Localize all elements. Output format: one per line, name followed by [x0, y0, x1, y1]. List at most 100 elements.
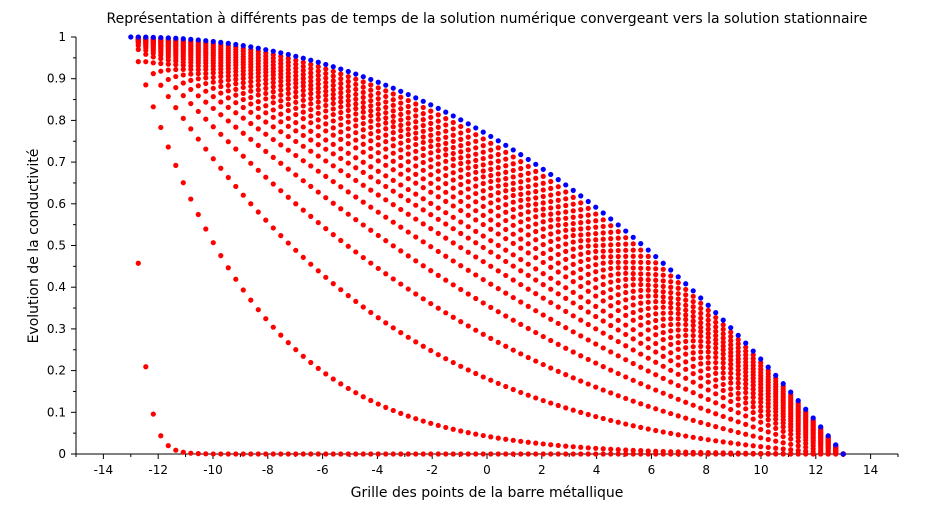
numerical-point [780, 446, 786, 452]
numerical-point [735, 441, 741, 447]
numerical-point [683, 297, 689, 303]
numerical-point [555, 204, 561, 210]
numerical-point [510, 386, 516, 393]
numerical-point [645, 368, 651, 374]
stationary-point [615, 222, 621, 228]
numerical-point [728, 353, 734, 359]
numerical-point [353, 177, 359, 184]
numerical-point [683, 415, 689, 421]
numerical-point [225, 88, 231, 94]
numerical-point [465, 127, 471, 134]
stationary-point [548, 171, 554, 178]
numerical-point [248, 83, 254, 89]
numerical-point [308, 148, 314, 154]
numerical-point [488, 263, 494, 269]
numerical-point [210, 240, 216, 246]
numerical-point [450, 203, 456, 209]
numerical-point [300, 63, 306, 70]
numerical-point [623, 322, 629, 328]
numerical-point [585, 263, 591, 270]
x-axis-title: Grille des points de la barre métallique [351, 485, 624, 501]
numerical-point [203, 451, 209, 457]
numerical-point [720, 365, 726, 371]
numerical-point [458, 286, 464, 293]
numerical-point [600, 330, 606, 336]
numerical-point [578, 353, 584, 359]
numerical-point [525, 272, 531, 278]
numerical-point [585, 256, 591, 263]
numerical-point [593, 237, 599, 243]
stationary-point [420, 98, 426, 104]
numerical-point [420, 343, 426, 349]
numerical-point [570, 214, 576, 220]
numerical-point [630, 447, 636, 453]
numerical-point [458, 319, 464, 325]
numerical-point [255, 114, 261, 120]
numerical-point [773, 425, 779, 431]
numerical-point [398, 133, 404, 140]
numerical-point [495, 380, 501, 387]
numerical-point [683, 321, 689, 328]
numerical-point [585, 337, 591, 343]
numerical-point [540, 282, 546, 288]
numerical-point [758, 408, 764, 414]
numerical-point [503, 272, 509, 279]
numerical-point [660, 345, 666, 351]
numerical-point [555, 184, 561, 190]
numerical-point [285, 133, 291, 140]
stationary-point [285, 51, 291, 58]
numerical-point [698, 328, 704, 335]
numerical-point [510, 347, 516, 353]
numerical-point [735, 371, 741, 377]
numerical-point [525, 439, 531, 445]
numerical-point [345, 83, 351, 89]
numerical-point [600, 345, 606, 351]
numerical-point [750, 443, 756, 449]
numerical-point [698, 324, 704, 330]
numerical-point [435, 124, 441, 130]
numerical-point [353, 451, 359, 457]
numerical-point [593, 384, 599, 390]
numerical-point [270, 136, 276, 143]
numerical-point [495, 183, 501, 189]
numerical-point [705, 322, 711, 328]
numerical-point [195, 136, 201, 142]
numerical-point [345, 113, 351, 119]
numerical-point [533, 291, 539, 297]
numerical-point [668, 449, 674, 455]
numerical-point [495, 158, 501, 164]
numerical-point [728, 416, 734, 422]
y-tick-label: 0.5 [47, 239, 66, 253]
numerical-point [803, 448, 809, 454]
numerical-point [698, 349, 704, 355]
numerical-point [503, 343, 509, 349]
numerical-point [690, 304, 696, 310]
numerical-point [555, 251, 561, 258]
numerical-point [578, 378, 584, 384]
numerical-point [323, 66, 329, 72]
numerical-point [495, 231, 501, 237]
numerical-point [503, 383, 509, 390]
numerical-point [390, 276, 396, 282]
stationary-point [660, 260, 666, 266]
numerical-point [278, 57, 284, 63]
numerical-point [263, 110, 269, 116]
numerical-point [240, 115, 246, 121]
numerical-point [323, 108, 329, 114]
numerical-point [623, 312, 629, 319]
numerical-point [398, 122, 404, 128]
numerical-point [480, 188, 486, 194]
numerical-point [615, 235, 621, 241]
numerical-point [720, 335, 726, 341]
numerical-point [743, 389, 749, 396]
numerical-point [240, 104, 246, 111]
numerical-point [398, 100, 404, 106]
numerical-point [578, 213, 584, 219]
stationary-point [653, 253, 659, 260]
numerical-point [345, 385, 351, 392]
numerical-point [263, 77, 269, 83]
numerical-point [623, 241, 629, 247]
numerical-point [458, 207, 464, 214]
numerical-point [360, 304, 366, 310]
numerical-point [758, 413, 764, 419]
